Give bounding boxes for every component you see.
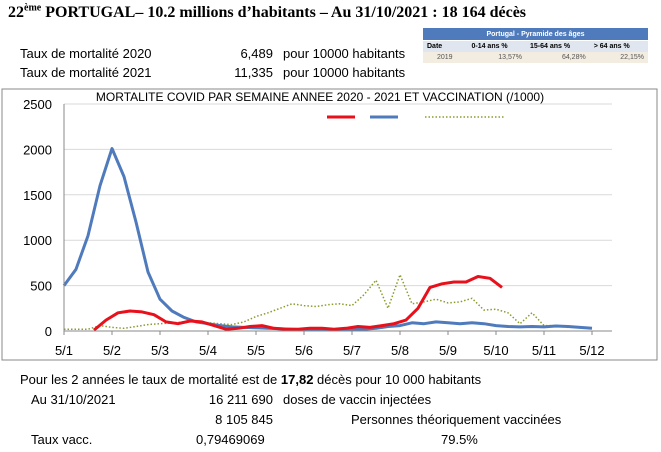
rank-number: 22 xyxy=(8,4,24,21)
x-tick-label: 5/9 xyxy=(439,343,457,358)
vaccination-rate-value: 0,79469069 xyxy=(196,432,265,447)
pyramid-cell: 2019 xyxy=(423,52,468,63)
mortality-2020-unit: pour 10000 habitants xyxy=(283,46,406,61)
chart-title: MORTALITE COVID PAR SEMAINE ANNEE 2020 -… xyxy=(96,90,544,104)
series-line-2021 xyxy=(93,275,503,332)
pyramid-header: 15-64 ans % xyxy=(526,40,590,52)
pyramid-cell: 64,28% xyxy=(526,52,590,63)
x-tick-label: 5/3 xyxy=(151,343,169,358)
y-tick-label: 2000 xyxy=(23,142,52,157)
rank-suffix: ème xyxy=(24,2,42,14)
pyramid-title: Portugal - Pyramide des âges xyxy=(423,28,648,41)
vaccination-rate-label: Taux vacc. xyxy=(31,432,93,447)
pyramid-header: > 64 ans % xyxy=(589,40,648,52)
x-tick-label: 5/5 xyxy=(247,343,265,358)
vaccination-rate-percent: 79.5% xyxy=(441,432,478,447)
vaccination-date: Au 31/10/2021 xyxy=(31,392,116,407)
covid-weekly-chart: MORTALITE COVID PAR SEMAINE ANNEE 2020 -… xyxy=(1,88,658,361)
mortality-2020-label: Taux de mortalité 2020 xyxy=(20,46,152,61)
mortality-2021-unit: pour 10000 habitants xyxy=(283,65,406,80)
vaccinated-label: Personnes théoriquement vaccinées xyxy=(351,412,562,427)
doses-value: 16 211 690 xyxy=(208,392,273,407)
age-pyramid-table: Portugal - Pyramide des âges Date 0-14 a… xyxy=(423,28,648,63)
summary-rate: 17,82 xyxy=(280,372,314,387)
series-line-vaccination xyxy=(64,273,569,330)
summary-line: Pour les 2 années le taux de mortalité e… xyxy=(20,372,481,387)
chart-frame xyxy=(1,88,658,361)
pyramid-header: Date xyxy=(423,40,468,52)
page-title: 22ème PORTUGAL– 10.2 millions d’habitant… xyxy=(8,2,527,22)
y-tick-label: 500 xyxy=(30,279,52,294)
doses-label: doses de vaccin injectées xyxy=(283,392,432,407)
x-tick-label: 5/11 xyxy=(532,343,556,358)
pyramid-cell: 22,15% xyxy=(589,52,648,63)
mortality-2021-value: 11,335 xyxy=(234,65,273,80)
y-tick-label: 2500 xyxy=(23,97,52,112)
x-tick-label: 5/7 xyxy=(343,343,361,358)
mortality-2021-label: Taux de mortalité 2021 xyxy=(20,65,152,80)
vaccinated-value: 8 105 845 xyxy=(215,412,273,427)
pyramid-header: 0-14 ans % xyxy=(467,40,526,52)
x-tick-label: 5/4 xyxy=(199,343,217,358)
x-tick-label: 5/6 xyxy=(295,343,313,358)
y-tick-label: 0 xyxy=(45,324,52,339)
mortality-2020-value: 6,489 xyxy=(240,46,273,61)
y-tick-label: 1000 xyxy=(23,233,52,248)
x-tick-label: 5/12 xyxy=(579,343,604,358)
summary-prefix: Pour les 2 années le taux de mortalité e… xyxy=(20,372,281,387)
x-tick-label: 5/8 xyxy=(391,343,409,358)
x-tick-label: 5/10 xyxy=(483,343,508,358)
title-text: PORTUGAL– 10.2 millions d’habitants – Au… xyxy=(41,4,527,21)
x-tick-label: 5/1 xyxy=(55,343,73,358)
x-tick-label: 5/2 xyxy=(103,343,121,358)
y-tick-label: 1500 xyxy=(23,188,52,203)
pyramid-cell: 13,57% xyxy=(467,52,526,63)
summary-suffix: décès pour 10 000 habitants xyxy=(313,372,482,387)
